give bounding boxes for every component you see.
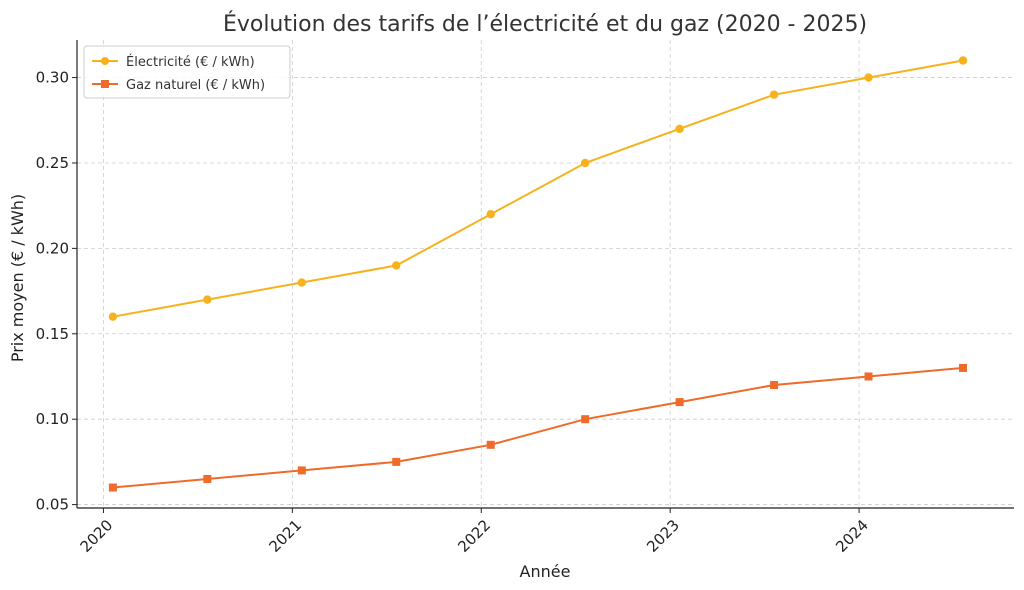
series-1-point xyxy=(392,261,401,270)
series-layer xyxy=(108,56,968,492)
x-tick-label: 2024 xyxy=(832,516,872,556)
x-tick-label: 2021 xyxy=(265,516,305,556)
series-line-1 xyxy=(112,59,964,318)
x-tick-label: 2020 xyxy=(77,516,117,556)
series-line-2 xyxy=(112,366,964,489)
legend-marker-1 xyxy=(101,57,109,65)
series-2-point xyxy=(864,372,873,381)
series-1-point xyxy=(580,158,590,168)
series-2-point xyxy=(581,415,590,424)
series-1-point xyxy=(958,56,968,65)
series-1-point xyxy=(203,295,212,304)
grid xyxy=(77,40,1014,508)
x-axis-ticks: 2020 2021 2022 2023 2024 xyxy=(77,508,872,556)
series-1-point xyxy=(486,210,495,219)
y-tick-label: 0.05 xyxy=(36,496,69,514)
y-axis-label: Prix moyen (€ / kWh) xyxy=(8,194,27,362)
x-tick-label: 2022 xyxy=(454,516,494,556)
legend-label-1: Électricité (€ / kWh) xyxy=(126,54,255,70)
y-tick-label: 0.20 xyxy=(36,239,69,257)
series-2-point xyxy=(392,457,401,466)
legend-marker-2 xyxy=(101,80,109,88)
legend: Électricité (€ / kWh) Gaz naturel (€ / kW… xyxy=(83,45,291,99)
x-axis-label: Année xyxy=(520,562,571,581)
series-2-point xyxy=(770,381,779,390)
series-2-point xyxy=(297,466,306,475)
series-1-point xyxy=(297,278,307,287)
series-2-point xyxy=(958,363,967,372)
x-tick-label: 2023 xyxy=(643,516,683,556)
y-tick-label: 0.25 xyxy=(36,154,69,172)
series-1-point xyxy=(108,312,118,321)
series-1-point xyxy=(864,73,873,82)
series-1-point xyxy=(769,90,779,99)
y-tick-label: 0.10 xyxy=(36,410,69,428)
y-tick-label: 0.15 xyxy=(36,325,69,343)
series-2-point xyxy=(203,474,212,483)
axes xyxy=(76,40,1014,509)
y-tick-label: 0.30 xyxy=(36,69,69,87)
series-2-point xyxy=(108,483,117,492)
y-axis-ticks: 0.05 0.10 0.15 0.20 0.25 0.30 xyxy=(36,69,77,514)
legend-box xyxy=(83,45,291,99)
legend-label-2: Gaz naturel (€ / kWh) xyxy=(126,78,265,93)
series-2-point xyxy=(675,398,684,407)
series-2-point xyxy=(486,440,495,449)
series-1-point xyxy=(675,124,684,134)
chart-title: Évolution des tarifs de l’électricité et… xyxy=(223,11,867,37)
